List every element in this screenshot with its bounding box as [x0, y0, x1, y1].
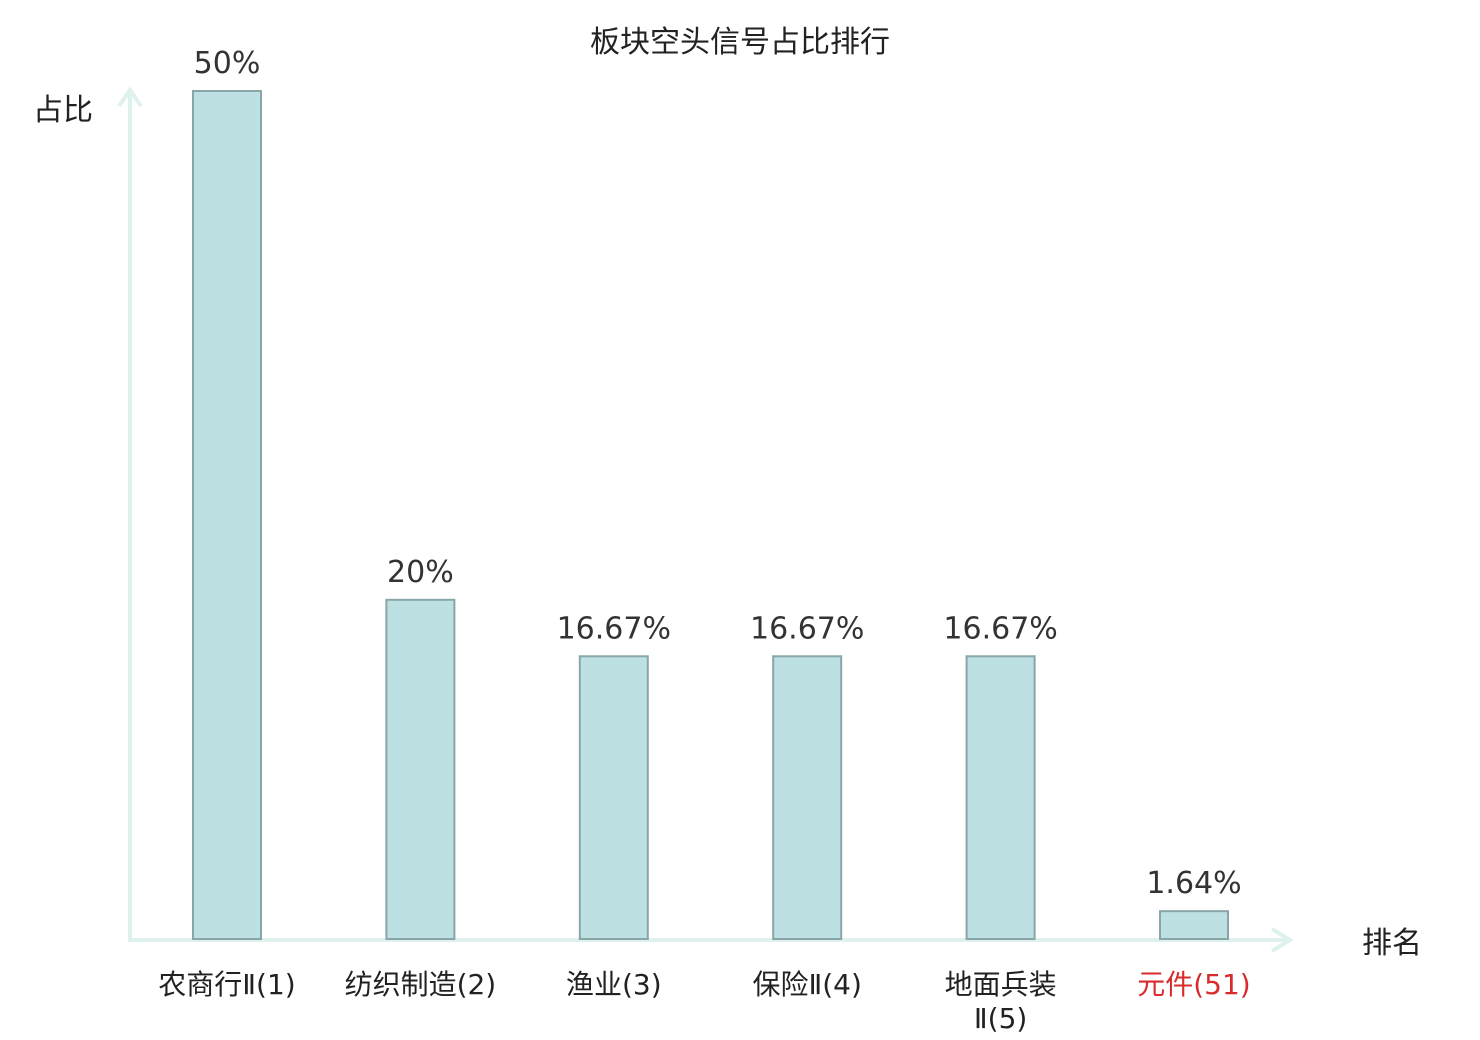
category-label-6: 元件(51): [1137, 968, 1250, 1001]
x-axis-arrow: [1270, 927, 1294, 953]
bar-3: [578, 655, 649, 940]
value-label-2: 20%: [387, 555, 454, 590]
value-label-3: 16.67%: [557, 611, 671, 646]
bar-5: [965, 655, 1036, 940]
category-label-3: 渔业(3): [566, 968, 662, 1001]
category-label-5-line-1: 地面兵装: [945, 968, 1057, 1001]
value-label-4: 16.67%: [750, 611, 864, 646]
bar-4: [772, 655, 843, 940]
chart-title: 板块空头信号占比排行: [590, 25, 890, 60]
y-axis-arrow: [117, 86, 143, 108]
category-label-4: 保险Ⅱ(4): [752, 968, 861, 1001]
bars: [192, 90, 1229, 941]
y-axis-label: 占比: [33, 93, 93, 128]
axes: [117, 86, 1294, 953]
value-label-1: 50%: [194, 46, 261, 81]
x-axis-label: 排名: [1362, 926, 1422, 961]
value-label-6: 1.64%: [1146, 866, 1241, 901]
bar-1: [192, 90, 262, 940]
bar-2: [385, 598, 456, 940]
category-label-5-line-2: Ⅱ(5): [974, 1002, 1027, 1035]
value-labels: 50% 20% 16.67% 16.67% 16.67% 1.64%: [194, 46, 1242, 901]
bar-6: [1159, 910, 1229, 941]
category-label-2: 纺织制造(2): [345, 968, 497, 1001]
value-label-5: 16.67%: [943, 611, 1057, 646]
category-label-1: 农商行Ⅱ(1): [158, 968, 295, 1001]
